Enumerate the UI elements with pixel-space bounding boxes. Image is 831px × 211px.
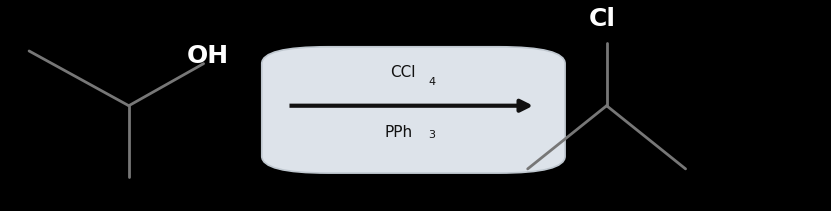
FancyBboxPatch shape <box>262 47 565 173</box>
Text: 3: 3 <box>429 130 435 140</box>
Text: 4: 4 <box>429 77 435 87</box>
Text: Cl: Cl <box>589 7 616 31</box>
Text: OH: OH <box>187 44 229 68</box>
Text: CCl: CCl <box>391 65 416 80</box>
Text: PPh: PPh <box>385 125 413 140</box>
